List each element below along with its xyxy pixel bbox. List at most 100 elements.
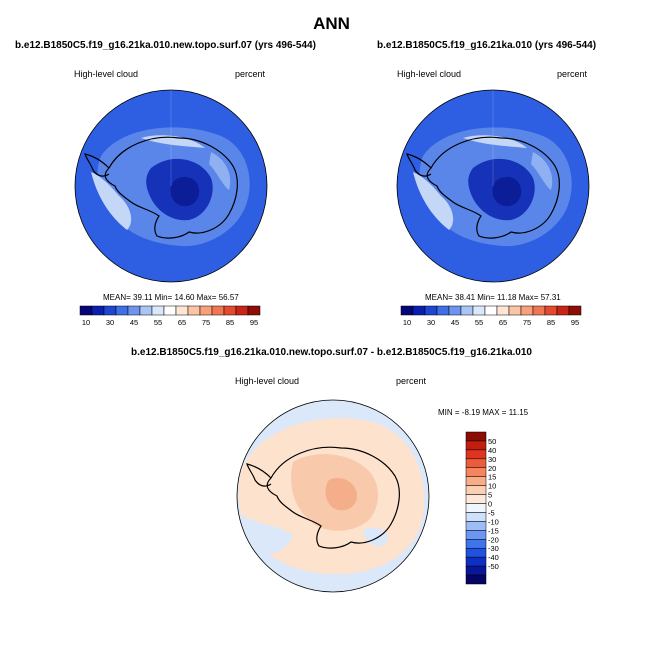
panel3-colorbar-box [465, 565, 487, 576]
panel2-colorbar-tick: 10 [403, 318, 411, 327]
panel3-colorbar-tick: -5 [488, 508, 495, 517]
map-field-positive-max [325, 477, 357, 511]
panel3-stats: MIN = -8.19 MAX = 11.15 [438, 408, 529, 417]
panel1-colorbar-box [211, 305, 225, 316]
panel2-colorbar-tick: 30 [427, 318, 435, 327]
panel3-colorbar-box [465, 530, 487, 540]
map-field-pale [413, 172, 454, 230]
panel3-colorbar-tick: -30 [488, 544, 499, 553]
panel1-map [75, 90, 267, 282]
panel2-colorbar-box [568, 305, 582, 316]
panel3-colorbar-box [465, 547, 487, 558]
panel3-colorbar-tick: -50 [488, 562, 499, 571]
panel3-colorbar-box [465, 539, 487, 549]
map-field-layers [91, 127, 250, 247]
panel1-colorbar-tick: 75 [202, 318, 210, 327]
panel2-colorbar-tick: 45 [451, 318, 459, 327]
panel1-colorbar-box [115, 305, 129, 316]
panel1-colorbar-tick: 95 [250, 318, 258, 327]
panel3-colorbar-box [465, 512, 487, 522]
panel1-units-label: percent [235, 69, 266, 79]
panel2-colorbar-box [448, 305, 462, 316]
panel3-units-label: percent [396, 376, 427, 386]
panel3-title: b.e12.B1850C5.f19_g16.21ka.010.new.topo.… [131, 347, 532, 358]
panel1-colorbar-box [187, 305, 201, 316]
panel3-colorbar-box [465, 431, 487, 442]
panel2-colorbar-box [496, 305, 510, 316]
panel3-colorbar-tick: 5 [488, 491, 492, 500]
panel1-colorbar-box [103, 305, 117, 316]
panel2-colorbar-tick: 65 [499, 318, 507, 327]
panel1-title: b.e12.B1850C5.f19_g16.21ka.010.new.topo.… [15, 40, 316, 51]
panel1-colorbar-box [247, 305, 261, 316]
panel2-colorbar-box [484, 305, 498, 316]
panel2-title: b.e12.B1850C5.f19_g16.21ka.010 (yrs 496-… [377, 40, 597, 51]
panel3-map [237, 400, 429, 592]
map-field-layers [413, 127, 572, 247]
panel2-colorbar-tick: 85 [547, 318, 555, 327]
panel3-colorbar-box [465, 503, 487, 513]
panel1-colorbar-box [199, 305, 213, 316]
panel3-colorbar-tick: 50 [488, 437, 496, 446]
panel3-colorbar-box [465, 521, 487, 531]
panel1-colorbar-tick: 55 [154, 318, 162, 327]
panel2-colorbar-box [508, 305, 522, 316]
panel2-variable-label: High-level cloud [397, 69, 462, 79]
panel1-colorbar-box [91, 305, 105, 316]
panel1-variable-label: High-level cloud [74, 69, 139, 79]
panel2-colorbar-box [412, 305, 426, 316]
panel3-colorbar-tick: -40 [488, 553, 499, 562]
panel1-colorbar-box [163, 305, 177, 316]
panel3-colorbar-box [465, 467, 487, 477]
panel1-colorbar-box [151, 305, 165, 316]
panel1-colorbar-box [235, 305, 249, 316]
panel3-colorbar-tick: 40 [488, 446, 496, 455]
panel2-colorbar-box [436, 305, 450, 316]
panel3-colorbar-box [465, 458, 487, 469]
panel2-colorbar-box [532, 305, 546, 316]
map-field-pale [91, 172, 132, 230]
panel1-colorbar-tick: 45 [130, 318, 138, 327]
panel1-colorbar-box [79, 305, 93, 316]
panel2-colorbar-box [544, 305, 558, 316]
map-field-light-east [531, 152, 553, 190]
panel1-map-border [74, 89, 268, 283]
panel2-colorbar-box [400, 305, 414, 316]
figure-title: ANN [313, 14, 350, 33]
panel2-colorbar-box [472, 305, 486, 316]
panel3-colorbar-box [465, 574, 487, 585]
map-field-darker [170, 176, 200, 207]
panel3-colorbar-box [465, 485, 487, 495]
panel1-colorbar-tick: 10 [82, 318, 90, 327]
panel1-colorbar-tick: 65 [178, 318, 186, 327]
panel3-colorbar-box [465, 494, 487, 504]
panel3-colorbar-tick: -10 [488, 517, 499, 526]
map-field-negative-west [243, 516, 293, 555]
panel2-map-border [396, 89, 590, 283]
panel2-colorbar-tick: 55 [475, 318, 483, 327]
panel3-colorbar-tick: 10 [488, 482, 496, 491]
panel2-stats: MEAN= 38.41 Min= 11.18 Max= 57.31 [425, 293, 561, 302]
panel2-colorbar-tick: 95 [571, 318, 579, 327]
panel3-colorbar-tick: -15 [488, 526, 499, 535]
map-field-darker [492, 176, 522, 207]
panel3-colorbar-box [465, 476, 487, 486]
panel1-colorbar-box [223, 305, 237, 316]
panel3-colorbar-tick: 30 [488, 455, 496, 464]
panel2-colorbar-box [520, 305, 534, 316]
panel2-colorbar-tick: 75 [523, 318, 531, 327]
panel3-variable-label: High-level cloud [235, 376, 300, 386]
panel1-stats: MEAN= 39.11 Min= 14.60 Max= 56.57 [103, 293, 239, 302]
panel3-colorbar-box [465, 440, 487, 451]
panel1-colorbar-tick: 85 [226, 318, 234, 327]
panel1-colorbar-box [127, 305, 141, 316]
panel2-colorbar-box [424, 305, 438, 316]
panel1-colorbar-box [175, 305, 189, 316]
panel3-colorbar-tick: 15 [488, 473, 496, 482]
panel3-colorbar-box [465, 449, 487, 460]
panel2-units-label: percent [557, 69, 588, 79]
panel1-colorbar-box [139, 305, 153, 316]
map-field-layers [238, 418, 425, 575]
